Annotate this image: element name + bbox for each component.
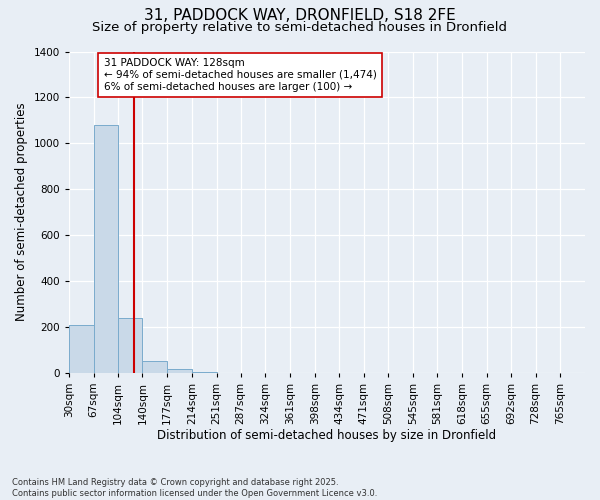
Bar bbox=[167, 370, 192, 373]
Text: Size of property relative to semi-detached houses in Dronfield: Size of property relative to semi-detach… bbox=[92, 22, 508, 35]
Bar bbox=[69, 324, 94, 373]
Text: Contains HM Land Registry data © Crown copyright and database right 2025.
Contai: Contains HM Land Registry data © Crown c… bbox=[12, 478, 377, 498]
Bar bbox=[118, 318, 142, 373]
Bar bbox=[142, 362, 167, 373]
Bar bbox=[94, 125, 118, 373]
Text: 31 PADDOCK WAY: 128sqm
← 94% of semi-detached houses are smaller (1,474)
6% of s: 31 PADDOCK WAY: 128sqm ← 94% of semi-det… bbox=[104, 58, 376, 92]
Text: 31, PADDOCK WAY, DRONFIELD, S18 2FE: 31, PADDOCK WAY, DRONFIELD, S18 2FE bbox=[144, 8, 456, 22]
Y-axis label: Number of semi-detached properties: Number of semi-detached properties bbox=[15, 103, 28, 322]
X-axis label: Distribution of semi-detached houses by size in Dronfield: Distribution of semi-detached houses by … bbox=[157, 430, 496, 442]
